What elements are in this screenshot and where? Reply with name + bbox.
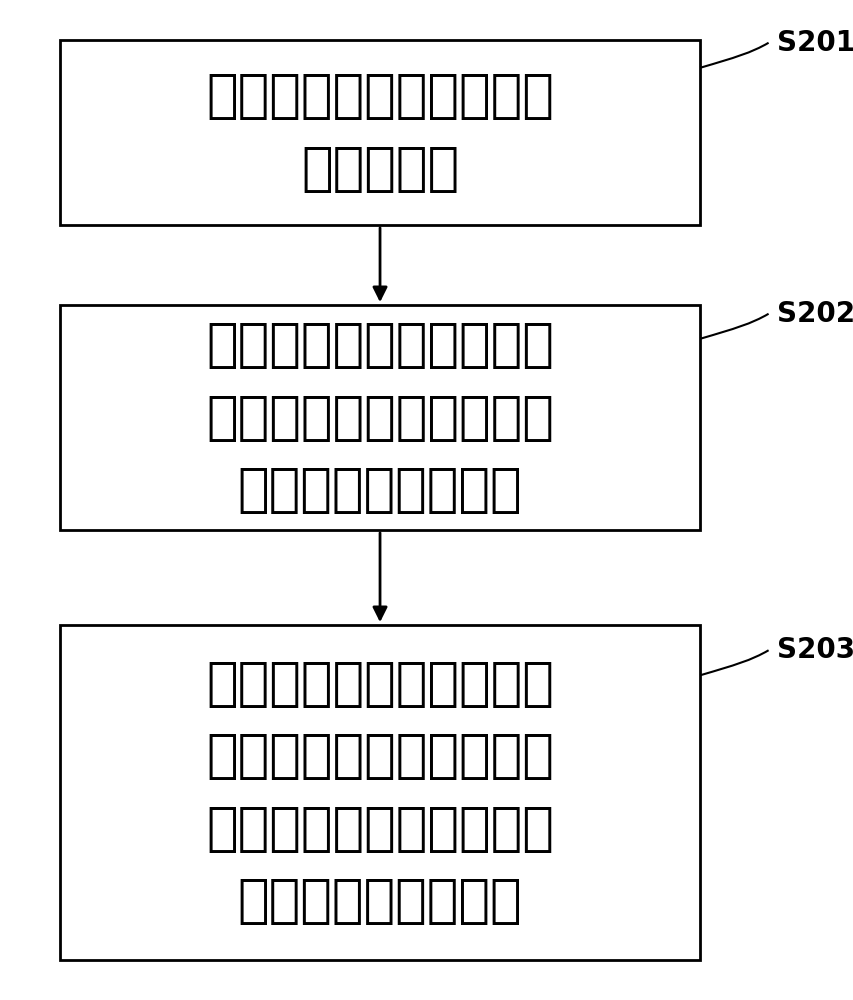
Bar bbox=[60, 625, 699, 960]
Text: 确认中转台通信异常时，
判断出现通信异常的中转
台是否为自由中转台: 确认中转台通信异常时， 判断出现通信异常的中转 台是否为自由中转台 bbox=[206, 319, 554, 516]
Text: S202: S202 bbox=[776, 300, 853, 328]
Text: S201: S201 bbox=[776, 29, 853, 57]
Text: S203: S203 bbox=[776, 636, 853, 664]
Bar bbox=[60, 40, 699, 225]
Bar bbox=[60, 305, 699, 530]
Text: 在所述出现通信异常的中
转台为非自由中转台时，
更新并广播所述通信异常
的中转台的状态信息: 在所述出现通信异常的中 转台为非自由中转台时， 更新并广播所述通信异常 的中转台… bbox=[206, 658, 554, 927]
Text: 中转台实时进行中转台通
信异常监测: 中转台实时进行中转台通 信异常监测 bbox=[206, 70, 554, 195]
